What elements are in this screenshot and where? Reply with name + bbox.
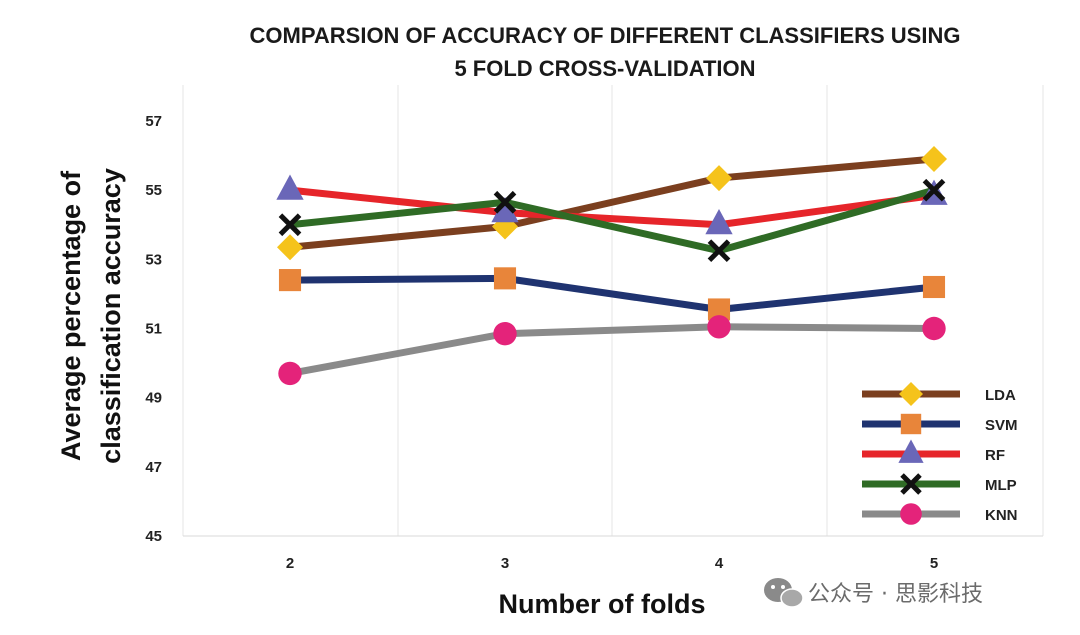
- data-point-lda: [706, 165, 732, 192]
- series-line-lda: [286, 155, 938, 251]
- data-point-svm: [922, 275, 946, 299]
- legend-label: MLP: [985, 477, 1017, 494]
- y-tick-label: 45: [145, 528, 162, 545]
- y-axis-title-line-1: Average percentage of: [56, 170, 86, 461]
- y-tick-label: 57: [145, 113, 162, 130]
- y-axis-title-line-2: classification accuracy: [96, 168, 126, 464]
- data-point-mlp: [922, 178, 946, 202]
- legend-marker: [899, 382, 923, 406]
- x-tick-label: 5: [930, 555, 938, 572]
- gridlines: [182, 85, 1044, 536]
- data-point-svm: [278, 269, 302, 292]
- data-point-lda: [277, 234, 303, 261]
- y-tick-label: 53: [145, 251, 162, 268]
- x-tick-labels: 2 3 4 5: [286, 555, 938, 572]
- series-line-svm: [286, 274, 938, 313]
- x-tick-label: 2: [286, 555, 294, 572]
- legend-marker: [900, 503, 922, 525]
- legend-item-mlp: MLP: [862, 473, 1017, 495]
- legend-item-lda: LDA: [862, 382, 1016, 406]
- data-point-mlp: [278, 213, 302, 237]
- y-tick-label: 51: [145, 321, 162, 338]
- y-tick-labels: 45 47 49 51 53 55 57: [145, 113, 162, 545]
- legend-label: RF: [985, 447, 1005, 464]
- legend-marker: [900, 473, 922, 495]
- wechat-icon: [764, 578, 804, 608]
- y-axis-title: Average percentage of classification acc…: [56, 168, 126, 464]
- legend-label: LDA: [985, 387, 1016, 404]
- x-axis-title: Number of folds: [499, 589, 706, 619]
- data-point-mlp: [493, 190, 517, 214]
- chart-title-line-1: COMPARSION OF ACCURACY OF DIFFERENT CLAS…: [250, 23, 961, 48]
- data-point-rf: [276, 174, 304, 200]
- watermark: 公众号 · 思影科技: [764, 578, 983, 608]
- legend-label: SVM: [985, 417, 1018, 434]
- legend-marker: [900, 413, 922, 435]
- legend: LDA SVM RF MLP KNN: [862, 382, 1018, 525]
- data-point-rf: [491, 196, 519, 223]
- watermark-text: 公众号 · 思影科技: [808, 582, 983, 607]
- data-point-knn: [493, 321, 517, 346]
- legend-marker: [898, 439, 924, 463]
- data-point-knn: [922, 316, 946, 341]
- data-point-knn: [278, 361, 302, 386]
- legend-item-knn: KNN: [862, 503, 1018, 525]
- data-point-svm: [707, 298, 731, 321]
- x-tick-label: 3: [501, 555, 509, 572]
- y-tick-label: 55: [145, 182, 162, 199]
- series-line-rf: [286, 186, 938, 229]
- y-tick-label: 47: [145, 459, 162, 476]
- data-point-rf: [705, 209, 733, 235]
- legend-item-rf: RF: [862, 439, 1005, 464]
- legend-label: KNN: [985, 507, 1018, 524]
- chart-title-line-2: 5 FOLD CROSS-VALIDATION: [454, 56, 755, 81]
- data-point-mlp: [707, 239, 731, 263]
- series-lines: [286, 155, 938, 377]
- data-point-svm: [493, 267, 517, 290]
- y-tick-label: 49: [145, 390, 162, 407]
- data-point-knn: [707, 315, 731, 339]
- legend-item-svm: SVM: [862, 413, 1018, 435]
- data-point-lda: [921, 146, 947, 173]
- series-markers: [276, 146, 948, 386]
- x-tick-label: 4: [715, 555, 724, 572]
- series-line-knn: [286, 323, 938, 377]
- series-line-mlp: [286, 186, 938, 255]
